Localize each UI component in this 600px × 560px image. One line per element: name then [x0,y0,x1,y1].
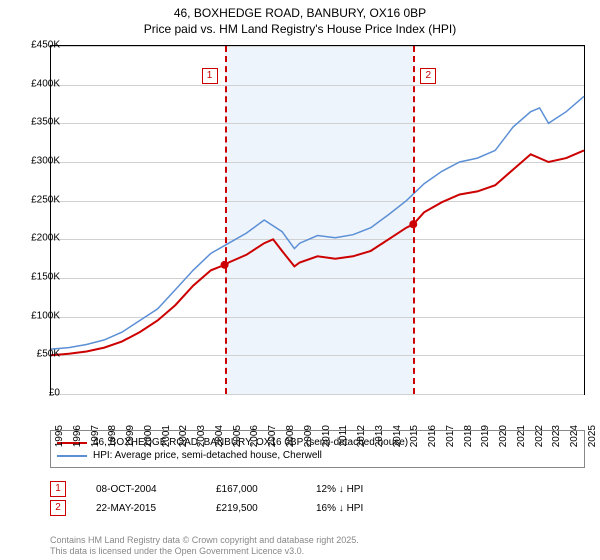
sale-marker-badge: 1 [202,68,218,84]
x-axis-label: 2003 [196,425,207,447]
x-axis-label: 2010 [321,425,332,447]
x-axis-label: 1997 [90,425,101,447]
y-axis-label: £250K [10,194,60,205]
sale-vs-hpi: 12% ↓ HPI [316,484,416,495]
x-axis-label: 2016 [427,425,438,447]
y-axis-label: £200K [10,233,60,244]
x-axis-label: 2017 [445,425,456,447]
sale-marker-line [225,46,227,394]
y-axis-label: £450K [10,40,60,51]
title-line2: Price paid vs. HM Land Registry's House … [0,22,600,38]
grid-line [51,394,584,395]
x-axis-label: 2005 [232,425,243,447]
x-axis-label: 1999 [125,425,136,447]
y-axis-label: £0 [10,388,60,399]
y-axis-label: £100K [10,310,60,321]
sale-date: 08-OCT-2004 [96,484,186,495]
series-hpi [51,96,584,349]
x-axis-label: 2000 [143,425,154,447]
x-axis-label: 2007 [267,425,278,447]
sale-marker-line [413,46,415,394]
sale-date: 22-MAY-2015 [96,503,186,514]
sale-marker-badge: 2 [420,68,436,84]
table-row: 1 08-OCT-2004 £167,000 12% ↓ HPI [50,481,416,497]
transaction-table: 1 08-OCT-2004 £167,000 12% ↓ HPI 2 22-MAY-201… [50,478,416,519]
legend-item: HPI: Average price, semi-detached house,… [57,450,578,461]
y-axis-label: £150K [10,272,60,283]
x-axis-label: 2022 [534,425,545,447]
x-axis-label: 2006 [249,425,260,447]
sale-vs-hpi: 16% ↓ HPI [316,503,416,514]
x-axis-label: 2015 [409,425,420,447]
x-axis-label: 2021 [516,425,527,447]
x-axis-label: 2011 [338,425,349,447]
x-axis-label: 2001 [161,425,172,447]
chart-plot-area: 12 [50,45,585,395]
x-axis-label: 1998 [107,425,118,447]
x-axis-label: 2012 [356,425,367,447]
x-axis-label: 2025 [587,425,598,447]
y-axis-label: £300K [10,156,60,167]
x-axis-label: 2002 [178,425,189,447]
y-axis-label: £50K [10,349,60,360]
x-axis-label: 2020 [498,425,509,447]
x-axis-label: 2008 [285,425,296,447]
x-axis-label: 2013 [374,425,385,447]
chart-title: 46, BOXHEDGE ROAD, BANBURY, OX16 0BP Pri… [0,0,600,37]
x-axis-label: 2014 [392,425,403,447]
x-axis-label: 2004 [214,425,225,447]
footer-line2: This data is licensed under the Open Gov… [50,546,359,557]
x-axis-label: 2024 [569,425,580,447]
y-axis-label: £400K [10,78,60,89]
row-badge: 1 [50,481,66,497]
sale-price: £219,500 [216,503,286,514]
sale-price: £167,000 [216,484,286,495]
y-axis-label: £350K [10,117,60,128]
chart-lines [51,46,584,394]
title-line1: 46, BOXHEDGE ROAD, BANBURY, OX16 0BP [0,6,600,22]
legend-label: HPI: Average price, semi-detached house,… [93,450,322,461]
series-prop [51,150,584,355]
x-axis-label: 1996 [72,425,83,447]
footer-line1: Contains HM Land Registry data © Crown c… [50,535,359,546]
footer-attribution: Contains HM Land Registry data © Crown c… [50,535,359,557]
x-axis-label: 2009 [303,425,314,447]
legend-swatch [57,455,87,457]
x-axis-label: 2019 [480,425,491,447]
x-axis-label: 2018 [463,425,474,447]
x-axis-label: 2023 [551,425,562,447]
table-row: 2 22-MAY-2015 £219,500 16% ↓ HPI [50,500,416,516]
x-axis-label: 1995 [54,425,65,447]
row-badge: 2 [50,500,66,516]
